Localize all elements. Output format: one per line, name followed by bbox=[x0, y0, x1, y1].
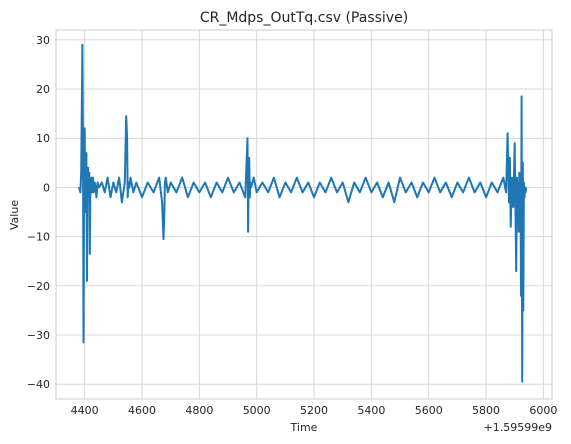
grid bbox=[56, 30, 552, 399]
x-tick-label: 5200 bbox=[300, 404, 328, 417]
x-tick-label: 5600 bbox=[415, 404, 443, 417]
plot-frame bbox=[55, 29, 553, 400]
y-tick-label: 20 bbox=[36, 83, 50, 96]
y-tick-label: 30 bbox=[36, 34, 50, 47]
y-tick-label: −40 bbox=[27, 378, 50, 391]
x-tick-labels: 4400 4600 4800 5000 5200 5400 5600 5800 6000 bbox=[71, 404, 558, 417]
y-axis-label: Value bbox=[8, 200, 21, 230]
y-tick-label: 0 bbox=[43, 181, 50, 194]
x-tick-label: 4800 bbox=[185, 404, 213, 417]
y-tick-label: 10 bbox=[36, 132, 50, 145]
x-tick-label: 5800 bbox=[472, 404, 500, 417]
x-axis-label: Time bbox=[290, 421, 318, 434]
x-tick-label: 5400 bbox=[357, 404, 385, 417]
y-tick-label: −10 bbox=[27, 231, 50, 244]
y-tick-labels: −40 −30 −20 −10 0 10 20 30 bbox=[27, 34, 50, 391]
y-tick-label: −20 bbox=[27, 280, 50, 293]
x-tick-label: 6000 bbox=[529, 404, 557, 417]
series-line bbox=[77, 43, 528, 383]
x-tick-label: 5000 bbox=[243, 404, 271, 417]
x-tick-label: 4600 bbox=[128, 404, 156, 417]
x-offset-label: +1.59599e9 bbox=[484, 421, 552, 434]
y-tick-label: −30 bbox=[27, 329, 50, 342]
x-tick-label: 4400 bbox=[71, 404, 99, 417]
chart-title: CR_Mdps_OutTq.csv (Passive) bbox=[200, 10, 408, 26]
series-layer bbox=[77, 43, 528, 383]
